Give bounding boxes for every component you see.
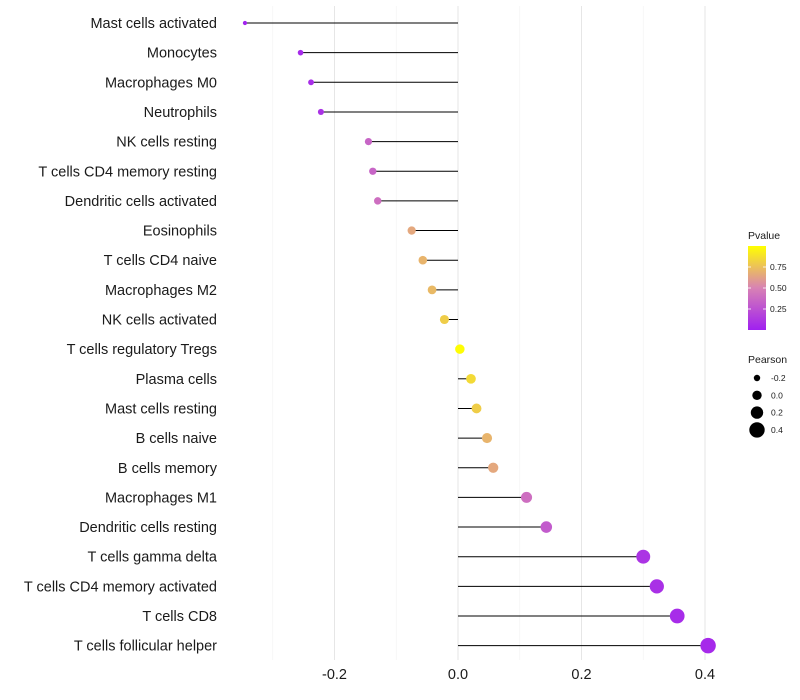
lollipop-dot — [636, 549, 651, 564]
x-tick-label: 0.2 — [571, 667, 591, 683]
category-label: T cells regulatory Tregs — [67, 342, 217, 358]
lollipop-dot — [369, 167, 377, 175]
category-label: Neutrophils — [144, 105, 217, 121]
x-tick-labels: -0.2 0.0 0.2 0.4 — [322, 667, 715, 683]
grid-lines — [272, 6, 706, 660]
lollipop-dot — [540, 521, 553, 533]
category-labels: Mast cells activated Monocytes Macrophages… — [24, 16, 218, 655]
lollipop-dot — [297, 49, 304, 56]
size-legend-dot — [752, 390, 762, 400]
category-label: Mast cells resting — [105, 401, 217, 417]
category-label: B cells memory — [118, 461, 218, 477]
lollipop-dot — [471, 403, 482, 414]
lollipop-dot — [427, 285, 437, 295]
pvalue-legend: Pvalue 0.25 0.50 0.75 — [748, 230, 787, 330]
colorbar-tick-label: 0.50 — [770, 283, 787, 293]
size-legend-label: 0.4 — [771, 425, 783, 435]
size-legend-label: 0.2 — [771, 408, 783, 418]
lollipop-dot — [466, 373, 476, 384]
lollipop-dots — [242, 20, 716, 654]
lollipop-dot — [374, 197, 382, 205]
category-label: T cells gamma delta — [88, 550, 218, 566]
lollipop-dot — [669, 608, 685, 624]
x-tick-label: 0.4 — [695, 667, 715, 683]
lollipop-dot — [308, 79, 314, 86]
x-tick-label: 0.0 — [448, 667, 468, 683]
size-legend-label: -0.2 — [771, 373, 786, 383]
pearson-legend-title: Pearson — [748, 354, 787, 366]
lollipop-dot — [418, 255, 428, 265]
lollipop-dot — [700, 637, 716, 654]
x-tick-label: -0.2 — [322, 667, 347, 683]
lollipop-dot — [439, 314, 449, 325]
lollipop-dot — [364, 137, 373, 146]
size-legend-dot — [753, 374, 761, 382]
lollipop-dot — [455, 344, 465, 354]
colorbar-tick-label: 0.25 — [770, 304, 787, 314]
category-label: Macrophages M2 — [105, 283, 217, 299]
category-label: T cells CD4 memory resting — [38, 164, 217, 180]
size-legend-label: 0.0 — [771, 390, 783, 400]
category-label: Monocytes — [147, 46, 217, 62]
lollipop-dot — [521, 491, 533, 503]
category-label: T cells follicular helper — [74, 639, 217, 655]
lollipop-dot — [649, 579, 664, 594]
colorbar-tick-label: 0.75 — [770, 262, 787, 272]
category-label: Plasma cells — [136, 372, 217, 388]
pvalue-legend-title: Pvalue — [748, 230, 780, 242]
lollipop-dot — [407, 226, 416, 235]
category-label: Macrophages M0 — [105, 75, 217, 91]
lollipop-dot — [481, 433, 493, 444]
category-label: NK cells resting — [116, 135, 217, 151]
category-label: Dendritic cells resting — [79, 520, 217, 536]
category-label: Mast cells activated — [90, 16, 217, 32]
lollipop-dot — [317, 108, 324, 115]
category-label: T cells CD4 memory activated — [24, 579, 217, 595]
pvalue-legend-ticks: 0.25 0.50 0.75 — [748, 262, 787, 314]
pearson-legend: Pearson -0.2 0.0 0.2 0.4 — [748, 354, 787, 438]
size-legend-dot — [749, 422, 765, 438]
category-label: Macrophages M1 — [105, 490, 217, 506]
size-legend-dot — [750, 406, 764, 419]
category-label: NK cells activated — [102, 313, 217, 329]
pvalue-colorbar — [748, 246, 766, 330]
category-label: T cells CD8 — [142, 609, 217, 625]
category-label: B cells naive — [136, 431, 217, 447]
lollipop-dot — [242, 20, 248, 26]
category-label: Eosinophils — [143, 224, 217, 240]
category-label: T cells CD4 naive — [104, 253, 217, 269]
category-label: Dendritic cells activated — [65, 194, 217, 210]
lollipop-dot — [488, 462, 499, 473]
pearson-legend-items: -0.2 0.0 0.2 0.4 — [749, 373, 786, 438]
